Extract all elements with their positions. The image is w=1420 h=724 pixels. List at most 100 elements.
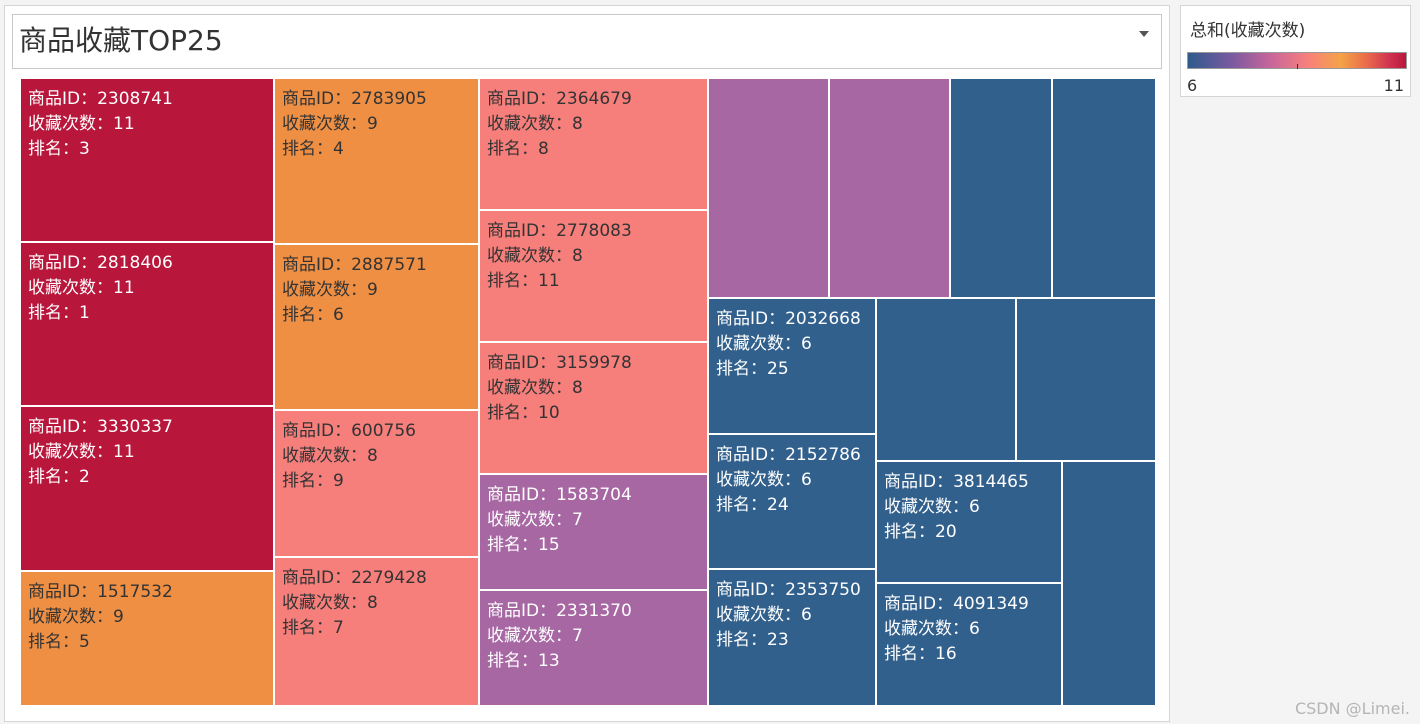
cell-product-id: 商品ID：3159978 bbox=[487, 353, 632, 373]
treemap-cell[interactable]: 商品ID：2364679 收藏次数：8 排名：8 bbox=[479, 78, 708, 210]
treemap-cell[interactable] bbox=[708, 78, 829, 298]
treemap-cell[interactable]: 商品ID：2778083 收藏次数：8 排名：11 bbox=[479, 210, 708, 342]
treemap-cell[interactable] bbox=[1052, 78, 1156, 298]
cell-fav-count: 收藏次数：6 bbox=[716, 334, 812, 354]
cell-fav-count: 收藏次数：9 bbox=[282, 280, 378, 300]
cell-rank: 排名：8 bbox=[487, 139, 549, 159]
cell-fav-count: 收藏次数：6 bbox=[716, 470, 812, 490]
cell-fav-count: 收藏次数：11 bbox=[28, 114, 135, 134]
cell-label: 商品ID：2818406 收藏次数：11 排名：1 bbox=[28, 251, 173, 326]
color-legend: 总和(收藏次数) 6 11 bbox=[1180, 5, 1411, 97]
dropdown-arrow-icon[interactable] bbox=[1137, 27, 1151, 41]
cell-fav-count: 收藏次数：11 bbox=[28, 278, 135, 298]
cell-fav-count: 收藏次数：8 bbox=[487, 246, 583, 266]
cell-rank: 排名：9 bbox=[282, 471, 344, 491]
cell-product-id: 商品ID：2308741 bbox=[28, 89, 173, 109]
treemap-cell[interactable]: 商品ID：2279428 收藏次数：8 排名：7 bbox=[274, 557, 479, 706]
cell-product-id: 商品ID：2778083 bbox=[487, 221, 632, 241]
cell-product-id: 商品ID：2152786 bbox=[716, 445, 861, 465]
cell-fav-count: 收藏次数：11 bbox=[28, 442, 135, 462]
cell-product-id: 商品ID：2783905 bbox=[282, 89, 427, 109]
cell-rank: 排名：10 bbox=[487, 403, 560, 423]
treemap-cell[interactable]: 商品ID：1517532 收藏次数：9 排名：5 bbox=[20, 571, 274, 706]
treemap-cell[interactable]: 商品ID：2887571 收藏次数：9 排名：6 bbox=[274, 244, 479, 410]
treemap-cell[interactable] bbox=[950, 78, 1052, 298]
treemap-cell[interactable]: 商品ID：3330337 收藏次数：11 排名：2 bbox=[20, 406, 274, 571]
cell-product-id: 商品ID：1583704 bbox=[487, 485, 632, 505]
cell-product-id: 商品ID：2331370 bbox=[487, 601, 632, 621]
cell-product-id: 商品ID：2364679 bbox=[487, 89, 632, 109]
legend-min-label: 6 bbox=[1187, 76, 1198, 95]
treemap-cell[interactable]: 商品ID：2331370 收藏次数：7 排名：13 bbox=[479, 590, 708, 706]
treemap-cell[interactable]: 商品ID：1583704 收藏次数：7 排名：15 bbox=[479, 474, 708, 590]
cell-label: 商品ID：1583704 收藏次数：7 排名：15 bbox=[487, 483, 632, 558]
treemap-cell[interactable]: 商品ID：4091349 收藏次数：6 排名：16 bbox=[876, 583, 1062, 706]
cell-label: 商品ID：2364679 收藏次数：8 排名：8 bbox=[487, 87, 632, 162]
treemap-cell[interactable]: 商品ID：2353750 收藏次数：6 排名：23 bbox=[708, 569, 876, 706]
cell-rank: 排名：6 bbox=[282, 305, 344, 325]
treemap-cell[interactable] bbox=[1016, 298, 1156, 461]
treemap: 商品ID：2308741 收藏次数：11 排名：3 商品ID：2818406 收藏次数：… bbox=[20, 78, 1156, 706]
treemap-cell[interactable]: 商品ID：3159978 收藏次数：8 排名：10 bbox=[479, 342, 708, 474]
cell-rank: 排名：4 bbox=[282, 139, 344, 159]
cell-fav-count: 收藏次数：7 bbox=[487, 626, 583, 646]
cell-product-id: 商品ID：2353750 bbox=[716, 580, 861, 600]
cell-rank: 排名：7 bbox=[282, 618, 344, 638]
cell-rank: 排名：3 bbox=[28, 139, 90, 159]
cell-fav-count: 收藏次数：6 bbox=[884, 619, 980, 639]
treemap-cell[interactable]: 商品ID：2032668 收藏次数：6 排名：25 bbox=[708, 298, 876, 434]
cell-label: 商品ID：2308741 收藏次数：11 排名：3 bbox=[28, 87, 173, 162]
cell-rank: 排名：23 bbox=[716, 630, 789, 650]
cell-product-id: 商品ID：2032668 bbox=[716, 309, 861, 329]
treemap-cell[interactable] bbox=[829, 78, 950, 298]
cell-label: 商品ID：4091349 收藏次数：6 排名：16 bbox=[884, 592, 1029, 667]
cell-product-id: 商品ID：3330337 bbox=[28, 417, 173, 437]
legend-title: 总和(收藏次数) bbox=[1190, 21, 1306, 41]
treemap-cell[interactable] bbox=[876, 298, 1016, 461]
cell-label: 商品ID：2032668 收藏次数：6 排名：25 bbox=[716, 307, 861, 382]
treemap-cell[interactable]: 商品ID：2783905 收藏次数：9 排名：4 bbox=[274, 78, 479, 244]
cell-rank: 排名：5 bbox=[28, 632, 90, 652]
cell-fav-count: 收藏次数：8 bbox=[282, 446, 378, 466]
treemap-cell[interactable]: 商品ID：600756 收藏次数：8 排名：9 bbox=[274, 410, 479, 557]
cell-label: 商品ID：2331370 收藏次数：7 排名：13 bbox=[487, 599, 632, 674]
title-box: 商品收藏TOP25 bbox=[12, 14, 1162, 69]
cell-rank: 排名：25 bbox=[716, 359, 789, 379]
cell-label: 商品ID：2887571 收藏次数：9 排名：6 bbox=[282, 253, 427, 328]
cell-fav-count: 收藏次数：6 bbox=[884, 497, 980, 517]
cell-rank: 排名：1 bbox=[28, 303, 90, 323]
cell-label: 商品ID：2778083 收藏次数：8 排名：11 bbox=[487, 219, 632, 294]
treemap-cell[interactable]: 商品ID：2308741 收藏次数：11 排名：3 bbox=[20, 78, 274, 242]
cell-fav-count: 收藏次数：8 bbox=[487, 114, 583, 134]
legend-max-label: 11 bbox=[1383, 76, 1404, 95]
cell-fav-count: 收藏次数：6 bbox=[716, 605, 812, 625]
cell-rank: 排名：2 bbox=[28, 467, 90, 487]
cell-label: 商品ID：2279428 收藏次数：8 排名：7 bbox=[282, 566, 427, 641]
cell-rank: 排名：13 bbox=[487, 651, 560, 671]
treemap-cell[interactable]: 商品ID：3814465 收藏次数：6 排名：20 bbox=[876, 461, 1062, 583]
treemap-cell[interactable] bbox=[1062, 461, 1156, 706]
legend-tick bbox=[1297, 64, 1298, 69]
cell-rank: 排名：16 bbox=[884, 644, 957, 664]
cell-rank: 排名：15 bbox=[487, 535, 560, 555]
cell-label: 商品ID：3330337 收藏次数：11 排名：2 bbox=[28, 415, 173, 490]
cell-fav-count: 收藏次数：8 bbox=[282, 593, 378, 613]
cell-label: 商品ID：2783905 收藏次数：9 排名：4 bbox=[282, 87, 427, 162]
cell-fav-count: 收藏次数：7 bbox=[487, 510, 583, 530]
cell-product-id: 商品ID：2279428 bbox=[282, 568, 427, 588]
cell-rank: 排名：11 bbox=[487, 271, 560, 291]
cell-product-id: 商品ID：600756 bbox=[282, 421, 416, 441]
cell-product-id: 商品ID：3814465 bbox=[884, 472, 1029, 492]
cell-product-id: 商品ID：2887571 bbox=[282, 255, 427, 275]
cell-fav-count: 收藏次数：8 bbox=[487, 378, 583, 398]
cell-product-id: 商品ID：2818406 bbox=[28, 253, 173, 273]
chart-title: 商品收藏TOP25 bbox=[19, 24, 223, 57]
cell-fav-count: 收藏次数：9 bbox=[28, 607, 124, 627]
treemap-cell[interactable]: 商品ID：2818406 收藏次数：11 排名：1 bbox=[20, 242, 274, 406]
cell-product-id: 商品ID：1517532 bbox=[28, 582, 173, 602]
cell-product-id: 商品ID：4091349 bbox=[884, 594, 1029, 614]
cell-fav-count: 收藏次数：9 bbox=[282, 114, 378, 134]
treemap-cell[interactable]: 商品ID：2152786 收藏次数：6 排名：24 bbox=[708, 434, 876, 569]
cell-rank: 排名：20 bbox=[884, 522, 957, 542]
cell-label: 商品ID：3159978 收藏次数：8 排名：10 bbox=[487, 351, 632, 426]
